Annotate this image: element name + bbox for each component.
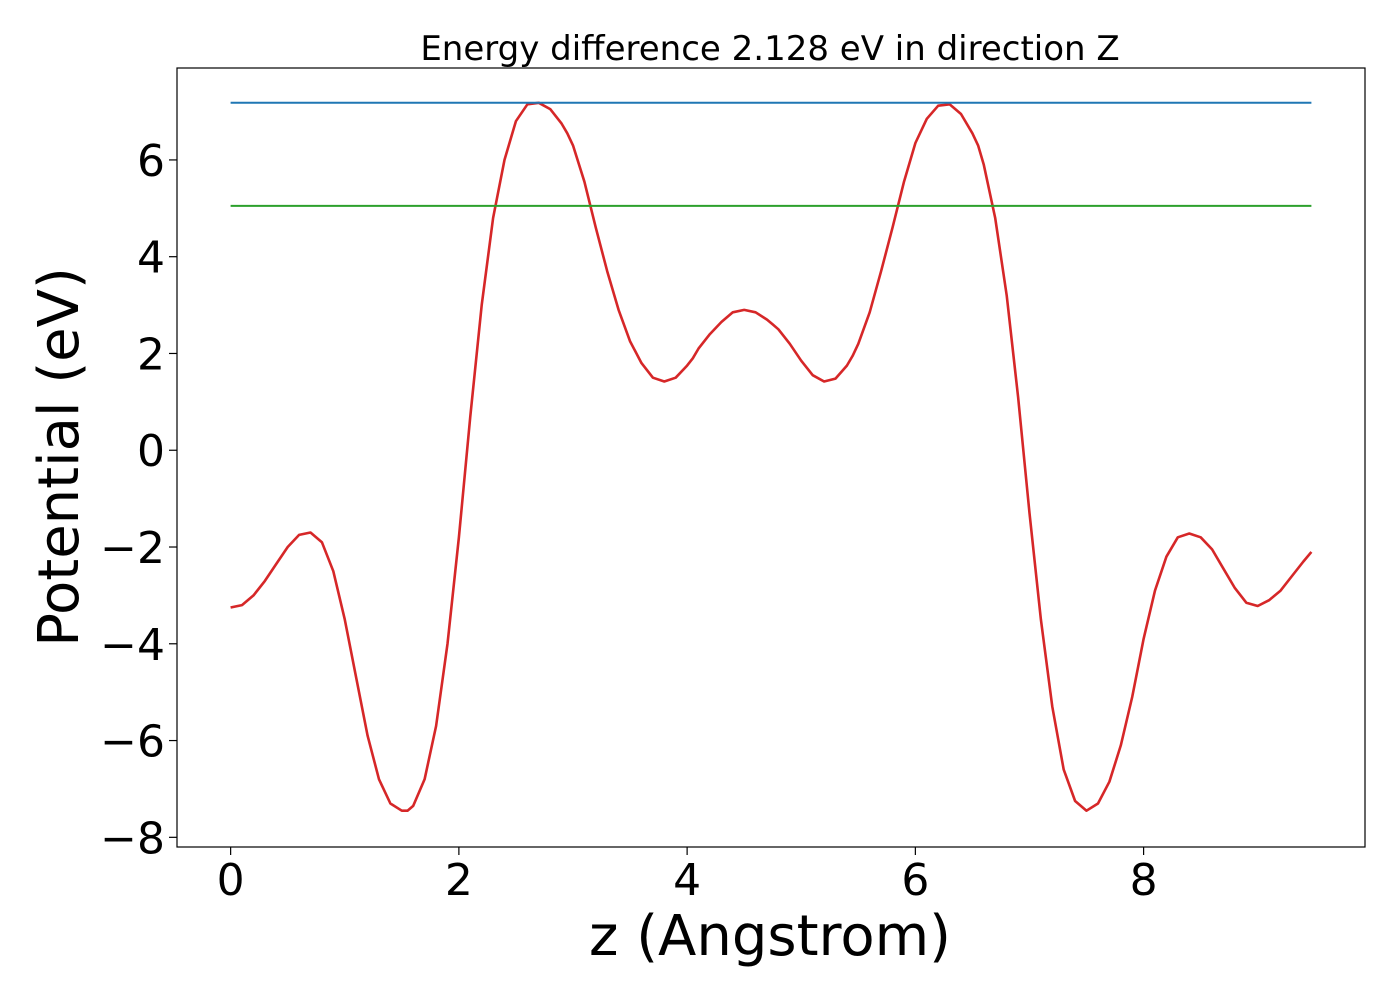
- x-axis-ticks: 0 2 4 6 8: [217, 847, 1158, 906]
- y-tick-label: 0: [137, 426, 165, 477]
- y-axis-label: Potential (eV): [27, 267, 92, 647]
- series-lines: [230, 101, 1313, 813]
- y-tick-label: −2: [100, 523, 165, 574]
- y-tick-label: 2: [137, 329, 165, 380]
- x-tick-label: 8: [1130, 855, 1158, 906]
- plot-area-frame: [176, 67, 1366, 848]
- chart-title: Energy difference 2.128 eV in direction …: [420, 29, 1119, 69]
- y-tick-label: −6: [100, 717, 165, 768]
- y-axis-ticks: −8 −6 −4 −2 0 2 4 6: [100, 136, 177, 864]
- x-tick-label: 0: [217, 855, 245, 906]
- y-tick-label: −8: [100, 813, 165, 864]
- y-tick-label: 6: [137, 136, 165, 187]
- y-tick-label: 4: [137, 233, 165, 284]
- x-tick-label: 4: [673, 855, 701, 906]
- potential-line: [230, 101, 1313, 813]
- x-tick-label: 6: [901, 855, 929, 906]
- y-tick-label: −4: [100, 620, 165, 671]
- x-axis-label: z (Angstrom): [589, 904, 951, 969]
- x-tick-label: 2: [445, 855, 473, 906]
